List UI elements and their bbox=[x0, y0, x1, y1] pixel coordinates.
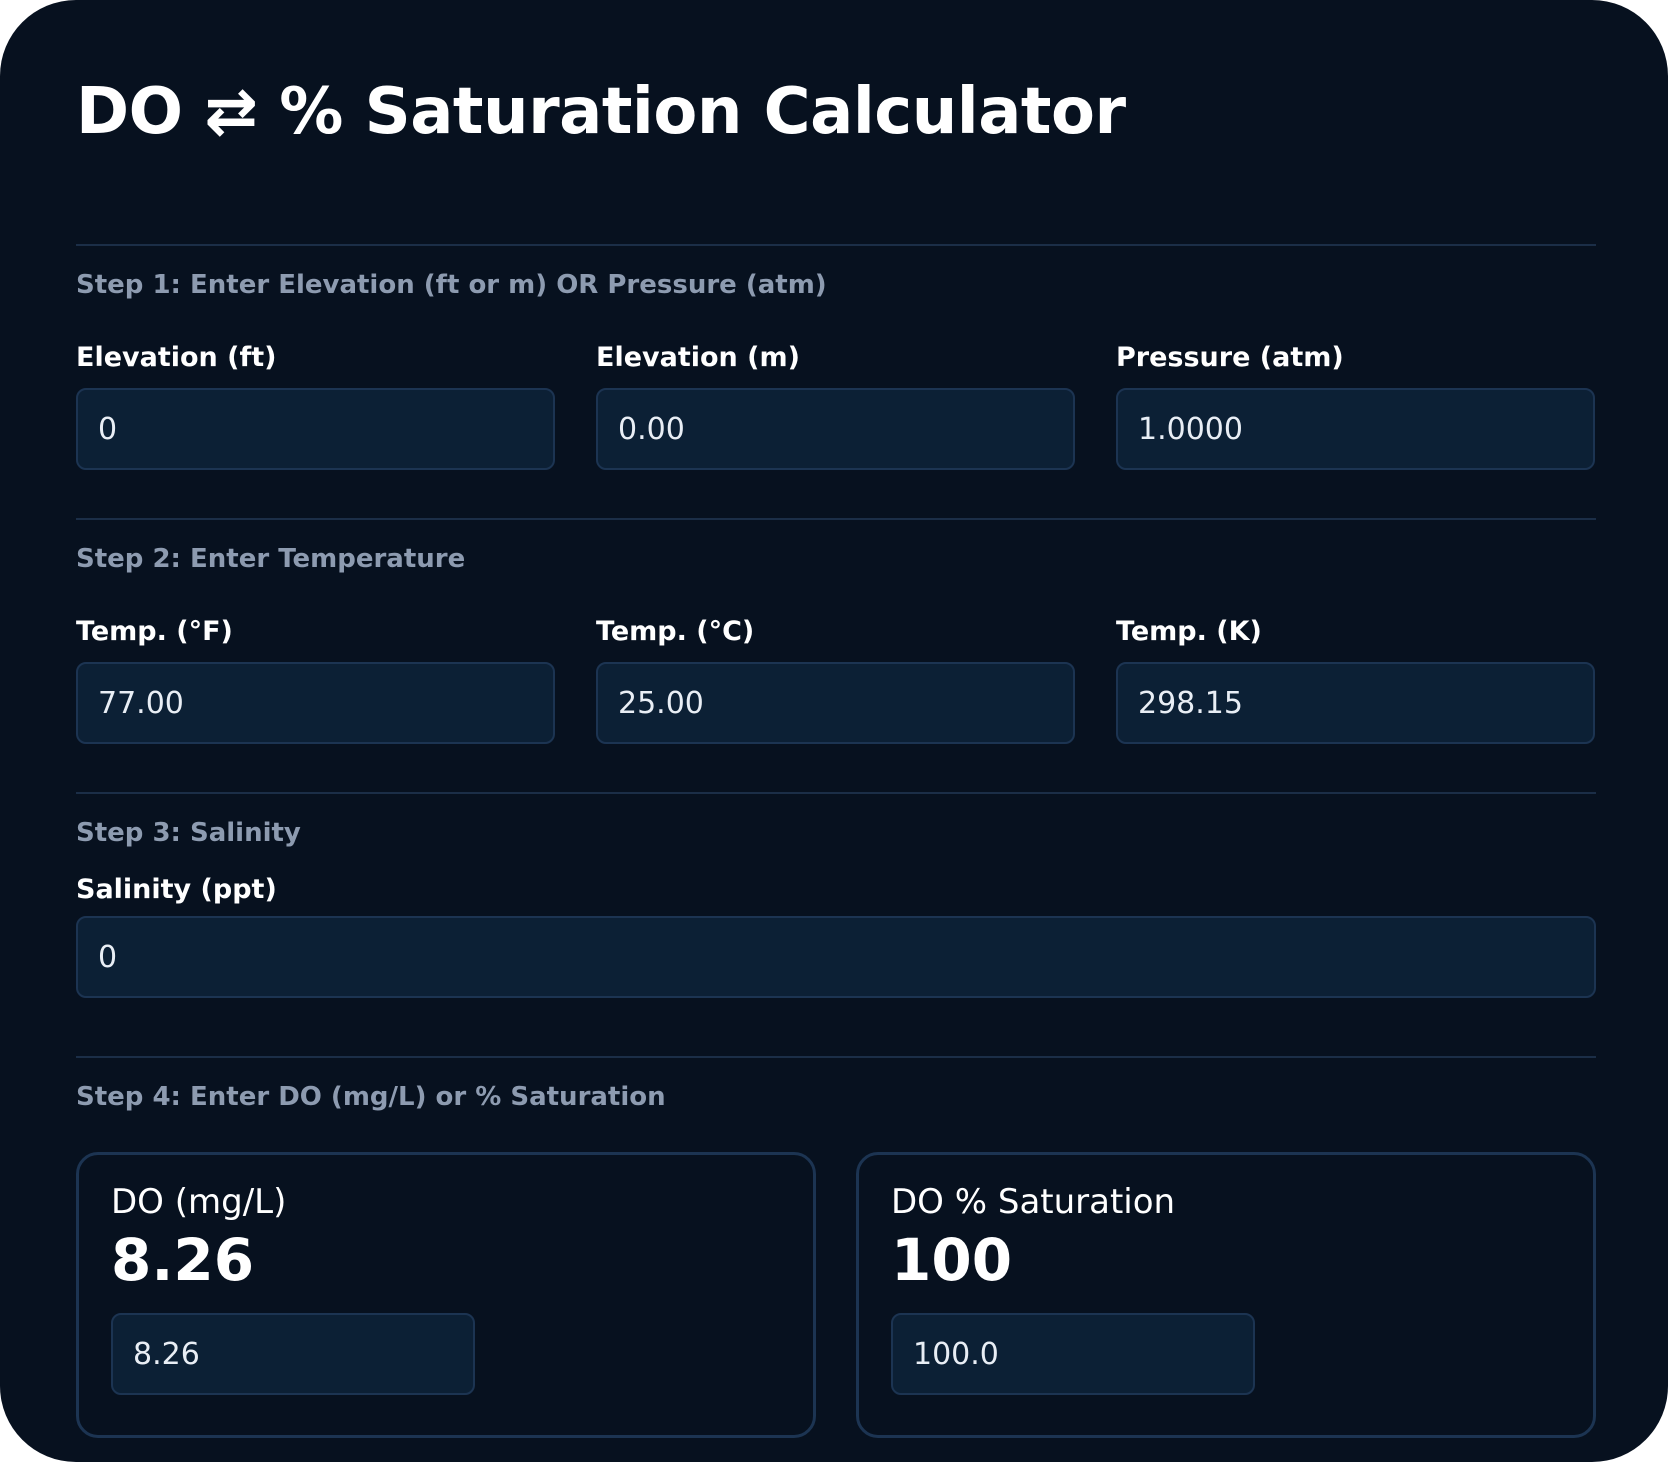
elevation-m-label: Elevation (m) bbox=[596, 342, 800, 373]
pressure-atm-label: Pressure (atm) bbox=[1116, 342, 1344, 373]
do-mgl-label: DO (mg/L) bbox=[111, 1182, 287, 1222]
do-mgl-value: 8.26 bbox=[111, 1226, 255, 1294]
do-saturation-input[interactable] bbox=[891, 1313, 1255, 1395]
temp-c-input[interactable] bbox=[596, 662, 1075, 744]
temp-f-input[interactable] bbox=[76, 662, 555, 744]
elevation-ft-group: Elevation (ft) bbox=[76, 344, 555, 470]
salinity-input[interactable] bbox=[76, 916, 1596, 998]
elevation-m-group: Elevation (m) bbox=[596, 344, 1075, 470]
step2-section: Step 2: Enter Temperature Temp. (°F) Tem… bbox=[76, 518, 1596, 792]
do-mgl-card: DO (mg/L) 8.26 bbox=[76, 1152, 816, 1438]
temp-k-label: Temp. (K) bbox=[1116, 616, 1262, 647]
temp-f-group: Temp. (°F) bbox=[76, 618, 555, 744]
temp-f-label: Temp. (°F) bbox=[76, 616, 233, 647]
step1-label: Step 1: Enter Elevation (ft or m) OR Pre… bbox=[76, 270, 827, 300]
step3-label: Step 3: Salinity bbox=[76, 818, 301, 848]
do-saturation-value: 100 bbox=[891, 1226, 1013, 1294]
step1-section: Step 1: Enter Elevation (ft or m) OR Pre… bbox=[76, 244, 1596, 518]
elevation-ft-label: Elevation (ft) bbox=[76, 342, 277, 373]
step4-section: Step 4: Enter DO (mg/L) or % Saturation … bbox=[76, 1056, 1596, 1438]
page-title: DO ⇄ % Saturation Calculator bbox=[76, 75, 1126, 149]
temp-c-label: Temp. (°C) bbox=[596, 616, 755, 647]
step3-section: Step 3: Salinity Salinity (ppt) bbox=[76, 792, 1596, 1056]
do-saturation-label: DO % Saturation bbox=[891, 1182, 1176, 1222]
do-saturation-card: DO % Saturation 100 bbox=[856, 1152, 1596, 1438]
do-mgl-input[interactable] bbox=[111, 1313, 475, 1395]
step4-label: Step 4: Enter DO (mg/L) or % Saturation bbox=[76, 1082, 666, 1112]
temp-k-group: Temp. (K) bbox=[1116, 618, 1595, 744]
pressure-atm-group: Pressure (atm) bbox=[1116, 344, 1595, 470]
salinity-label: Salinity (ppt) bbox=[76, 874, 277, 905]
temp-c-group: Temp. (°C) bbox=[596, 618, 1075, 744]
elevation-ft-input[interactable] bbox=[76, 388, 555, 470]
salinity-group: Salinity (ppt) bbox=[76, 876, 1596, 998]
temp-k-input[interactable] bbox=[1116, 662, 1595, 744]
elevation-m-input[interactable] bbox=[596, 388, 1075, 470]
step2-label: Step 2: Enter Temperature bbox=[76, 544, 466, 574]
pressure-atm-input[interactable] bbox=[1116, 388, 1595, 470]
